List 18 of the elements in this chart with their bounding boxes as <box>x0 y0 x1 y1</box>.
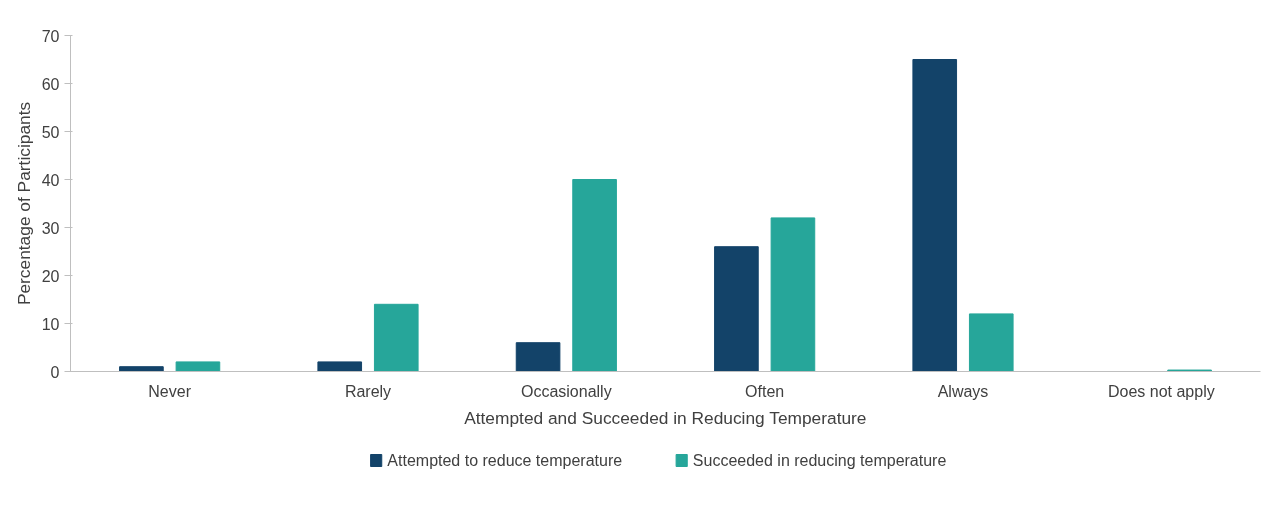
x-tick-label: Always <box>937 382 989 400</box>
legend-label: Succeeded in reducing temperature <box>692 452 947 469</box>
y-tick-label: 50 <box>41 123 60 141</box>
y-tick-label: 40 <box>41 171 60 189</box>
y-tick-label: 20 <box>41 267 60 285</box>
x-tick-label: Occasionally <box>520 382 612 400</box>
y-tick-label: 30 <box>41 219 60 237</box>
x-tick-label: Does not apply <box>1107 382 1215 400</box>
x-tick-label: Rarely <box>344 382 392 400</box>
y-tick-label: 60 <box>41 75 60 93</box>
y-tick-label: 70 <box>41 27 60 45</box>
y-tick-label: 0 <box>50 363 60 381</box>
y-axis-title: Percentage of Participants <box>13 101 34 306</box>
x-axis-title: Attempted and Succeeded in Reducing Temperature <box>464 407 867 428</box>
y-tick-label: 10 <box>41 315 60 333</box>
x-tick-label: Often <box>745 382 785 400</box>
x-tick-label: Never <box>148 382 192 400</box>
legend-label: Attempted to reduce temperature <box>387 452 623 469</box>
